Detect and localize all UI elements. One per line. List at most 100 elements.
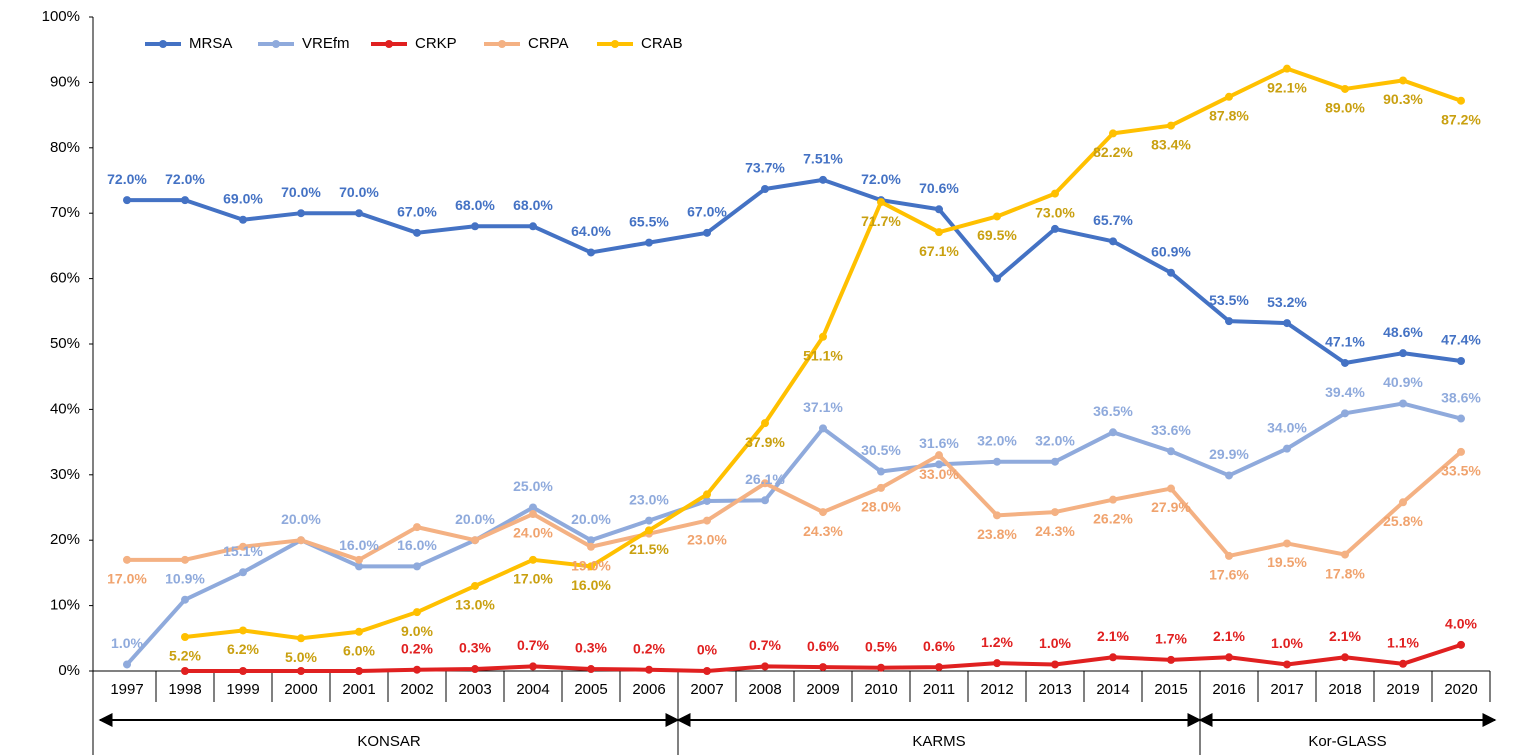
data-point — [935, 663, 943, 672]
data-label: 6.0% — [343, 642, 375, 658]
data-point — [819, 332, 827, 341]
data-label: 0.6% — [923, 638, 955, 654]
data-label: 17.6% — [1209, 567, 1249, 583]
data-label: 33.5% — [1441, 463, 1481, 479]
data-label: 21.5% — [629, 541, 669, 557]
legend-label: CRPA — [528, 35, 569, 52]
data-point — [1283, 319, 1291, 328]
data-label: 47.4% — [1441, 332, 1481, 348]
data-label: 2.1% — [1329, 628, 1361, 644]
data-label: 0.3% — [459, 640, 491, 656]
x-tick-label: 2002 — [400, 681, 433, 698]
legend-marker — [498, 40, 506, 48]
y-tick-label: 50% — [50, 335, 80, 352]
data-label: 1.7% — [1155, 631, 1187, 647]
data-label: 24.3% — [803, 523, 843, 539]
data-point — [181, 595, 189, 604]
data-point — [1341, 358, 1349, 367]
data-point — [1341, 84, 1349, 93]
data-label: 0.7% — [749, 637, 781, 653]
data-point — [471, 581, 479, 590]
data-point — [1109, 428, 1117, 437]
data-label: 0.6% — [807, 638, 839, 654]
data-point — [1051, 660, 1059, 669]
data-label: 0.2% — [633, 640, 665, 656]
data-label: 71.7% — [861, 213, 901, 229]
data-label: 31.6% — [919, 435, 959, 451]
data-point — [993, 212, 1001, 221]
data-point — [587, 248, 595, 257]
data-label: 47.1% — [1325, 334, 1365, 350]
data-label: 17.0% — [513, 571, 553, 587]
data-label: 20.0% — [281, 511, 321, 527]
data-label: 92.1% — [1267, 79, 1307, 95]
data-point — [239, 568, 247, 577]
data-label: 23.8% — [977, 526, 1017, 542]
data-label: 25.0% — [513, 478, 553, 494]
data-label: 65.7% — [1093, 212, 1133, 228]
series-line — [127, 177, 1462, 365]
legend-marker — [611, 40, 619, 48]
data-point — [587, 665, 595, 674]
data-point — [993, 511, 1001, 520]
data-point — [1051, 224, 1059, 233]
data-label: 26.2% — [1093, 510, 1133, 526]
data-point — [1109, 495, 1117, 504]
data-point — [703, 490, 711, 499]
data-label: 9.0% — [401, 623, 433, 639]
data-point — [645, 238, 653, 247]
data-point — [123, 660, 131, 669]
x-tick-label: 2011 — [923, 681, 955, 698]
data-point — [529, 662, 537, 671]
x-tick-label: 2008 — [748, 681, 781, 698]
data-label: 23.0% — [687, 531, 727, 547]
data-point — [819, 424, 827, 433]
x-tick-label: 2017 — [1270, 681, 1303, 698]
data-label: 15.1% — [223, 543, 263, 559]
y-tick-label: 0% — [58, 662, 80, 679]
data-point — [877, 467, 885, 476]
data-point — [1341, 653, 1349, 662]
data-label: 23.0% — [629, 491, 669, 507]
data-label: 19.5% — [1267, 554, 1307, 570]
data-label: 48.6% — [1383, 324, 1423, 340]
legend-label: CRAB — [641, 35, 683, 52]
data-point — [1341, 409, 1349, 418]
data-point — [761, 185, 769, 194]
data-point — [181, 196, 189, 205]
data-point — [1283, 539, 1291, 548]
series-line — [127, 450, 1463, 562]
data-point — [355, 555, 363, 564]
x-tick-label: 2009 — [806, 681, 839, 698]
x-tick-label: 2020 — [1444, 681, 1477, 698]
data-point — [413, 562, 421, 571]
data-point — [819, 663, 827, 672]
data-label: 87.8% — [1209, 107, 1249, 123]
data-point — [877, 198, 885, 207]
y-tick-label: 100% — [42, 8, 80, 25]
data-point — [935, 228, 943, 237]
data-label: 87.2% — [1441, 111, 1481, 127]
data-label: 16.0% — [397, 537, 437, 553]
data-point — [355, 562, 363, 571]
data-label: 73.7% — [745, 160, 785, 176]
data-point — [877, 663, 885, 672]
data-point — [819, 175, 827, 184]
data-label: 16.0% — [571, 577, 611, 593]
data-label: 34.0% — [1267, 419, 1307, 435]
x-tick-label: 2016 — [1212, 681, 1245, 698]
data-point — [1167, 121, 1175, 130]
data-label: 83.4% — [1151, 136, 1191, 152]
data-point — [1051, 508, 1059, 517]
data-label: 20.0% — [571, 511, 611, 527]
data-point — [1225, 471, 1233, 480]
data-label: 16.0% — [339, 537, 379, 553]
data-label: 70.0% — [339, 184, 379, 200]
data-point — [413, 228, 421, 237]
data-label: 5.2% — [169, 648, 201, 664]
data-label: 25.8% — [1383, 513, 1423, 529]
x-tick-label: 1997 — [110, 681, 143, 698]
legend-label: VREfm — [302, 35, 350, 52]
x-tick-label: 1999 — [226, 681, 259, 698]
